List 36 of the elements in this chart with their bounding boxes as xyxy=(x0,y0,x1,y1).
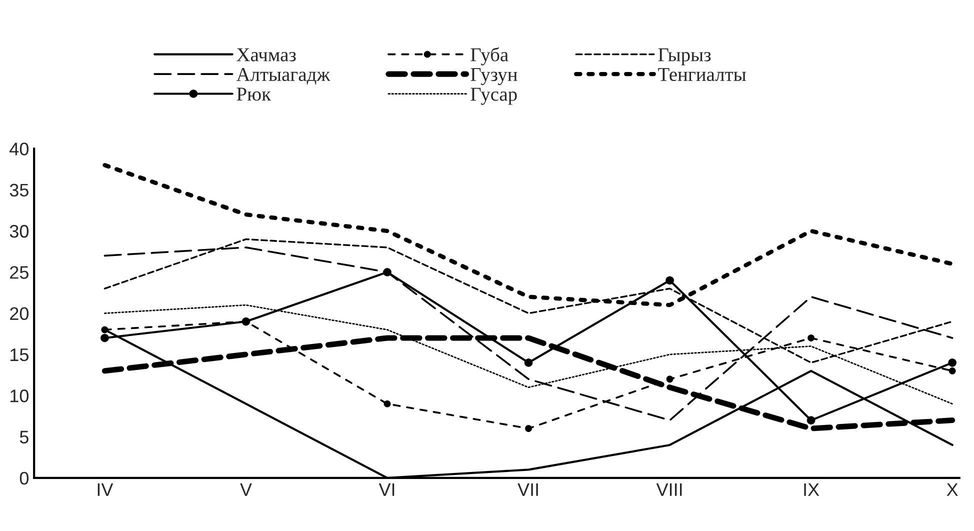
point xyxy=(100,334,109,342)
y-tick-label: 0 xyxy=(20,472,29,485)
point xyxy=(383,268,392,276)
y-tick-label: 15 xyxy=(10,348,28,362)
legend-label: Гусар xyxy=(470,88,517,105)
point xyxy=(524,358,533,367)
legend-label: Гузун xyxy=(470,68,518,86)
point xyxy=(666,276,674,285)
y-tick-label: 25 xyxy=(10,266,28,279)
point xyxy=(948,358,956,367)
point xyxy=(666,376,674,383)
point xyxy=(525,425,532,432)
x-tick-label: VI xyxy=(378,483,394,496)
legend-label: Тенгиалты xyxy=(658,68,746,82)
y-tick-label: 35 xyxy=(10,184,28,197)
x-tick-label: X xyxy=(946,483,958,496)
y-tick-label: 20 xyxy=(10,307,29,320)
legend-label: Алтыагадж xyxy=(236,68,330,85)
y-tick-label: 30 xyxy=(10,224,29,238)
x-tick-label: VII xyxy=(518,483,538,496)
y-tick-label: 40 xyxy=(10,142,29,156)
legend-label: Гырыз xyxy=(658,48,711,66)
x-tick-label: V xyxy=(240,483,252,496)
x-tick-label: IV xyxy=(98,483,114,496)
point xyxy=(808,334,815,342)
point xyxy=(101,326,108,334)
x-tick-label: IX xyxy=(804,483,820,496)
x-tick-label: VIII xyxy=(656,483,682,496)
point xyxy=(806,416,816,424)
y-tick-label: 5 xyxy=(20,430,28,444)
legend-label: Губа xyxy=(470,47,508,66)
y-tick-label: 10 xyxy=(10,390,29,402)
legend-label: Хачмаз xyxy=(236,48,296,62)
point xyxy=(384,400,391,408)
point xyxy=(948,367,956,374)
legend-label: Рюк xyxy=(236,88,272,101)
